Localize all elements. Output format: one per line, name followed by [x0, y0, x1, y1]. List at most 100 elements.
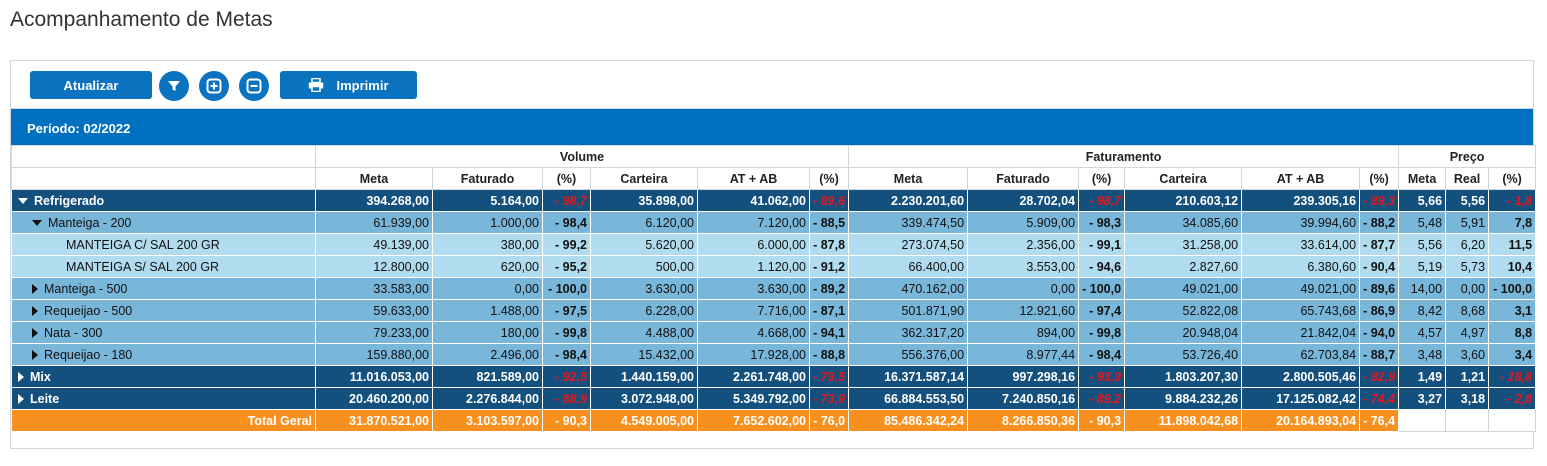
- row-label-cell[interactable]: Nata - 300: [11, 321, 316, 344]
- volume-cell: - 99,8: [542, 321, 591, 344]
- table-row[interactable]: Leite 20.460.200,00 2.276.844,00- 88,9 3.07…: [11, 387, 1537, 410]
- volume-cell: 49.139,00: [315, 233, 433, 256]
- faturamento-cell: 52.822,08: [1124, 299, 1243, 322]
- toolbar: Atualizar Imprimir: [11, 61, 1533, 109]
- expand-caret-icon[interactable]: [32, 306, 38, 317]
- volume-cell: 2.261.748,00: [697, 365, 810, 388]
- row-label: Leite: [30, 391, 60, 406]
- page-title: Acompanhamento de Metas: [10, 8, 273, 31]
- row-label-cell[interactable]: MANTEIGA C/ SAL 200 GR: [11, 233, 316, 256]
- preco-cell: 5,91: [1445, 211, 1490, 234]
- collapse-caret-icon[interactable]: [32, 220, 42, 227]
- col-volume-pct2[interactable]: (%): [808, 167, 850, 190]
- preco-cell: 0,00: [1445, 277, 1490, 300]
- col-preco-pct[interactable]: (%): [1488, 167, 1537, 190]
- row-label-cell[interactable]: Requeijao - 500: [11, 299, 316, 322]
- volume-cell: 1.120,00: [697, 255, 810, 278]
- period-label: Período: 02/2022: [27, 121, 131, 136]
- empty-header: [11, 167, 316, 190]
- row-label-cell[interactable]: Manteiga - 200: [11, 211, 316, 234]
- table-row[interactable]: Nata - 300 79.233,00 180,00- 99,8 4.488,00 4…: [11, 321, 1537, 344]
- table-row[interactable]: Mix 11.016.053,00 821.589,00- 92,5 1.440.15…: [11, 365, 1537, 388]
- faturamento-cell: - 100,0: [1078, 277, 1126, 300]
- col-volume-meta[interactable]: Meta: [315, 167, 433, 190]
- faturamento-cell: 273.074,50: [848, 233, 969, 256]
- table-row[interactable]: Requeijao - 180 159.880,00 2.496,00- 98,4 1…: [11, 343, 1537, 366]
- col-fat-atab[interactable]: AT + AB: [1241, 167, 1361, 190]
- volume-cell: 79.233,00: [315, 321, 433, 344]
- row-label-cell[interactable]: MANTEIGA S/ SAL 200 GR: [11, 255, 316, 278]
- col-preco-meta[interactable]: Meta: [1398, 167, 1447, 190]
- col-volume-carteira[interactable]: Carteira: [590, 167, 698, 190]
- imprimir-button[interactable]: Imprimir: [280, 71, 417, 99]
- faturamento-cell: 997.298,16: [967, 365, 1080, 388]
- expand-caret-icon[interactable]: [32, 350, 38, 361]
- faturamento-cell: - 88,7: [1359, 343, 1400, 366]
- table-row[interactable]: Manteiga - 500 33.583,00 0,00- 100,0 3.630,…: [11, 277, 1537, 300]
- preco-cell: 5,56: [1445, 189, 1490, 212]
- table-row[interactable]: Requeijao - 500 59.633,00 1.488,00- 97,5 6.…: [11, 299, 1537, 322]
- volume-cell: 7.716,00: [697, 299, 810, 322]
- volume-cell: - 88,9: [542, 387, 591, 410]
- expand-caret-icon[interactable]: [32, 328, 38, 339]
- total-label: Total Geral: [11, 409, 316, 432]
- total-faturamento-cell: - 90,3: [1078, 409, 1126, 432]
- row-label: Requeijao - 180: [44, 347, 133, 362]
- total-preco-empty-cell: [1445, 409, 1490, 432]
- faturamento-cell: 12.921,60: [967, 299, 1080, 322]
- faturamento-cell: 894,00: [967, 321, 1080, 344]
- faturamento-cell: 556.376,00: [848, 343, 969, 366]
- col-volume-faturado[interactable]: Faturado: [432, 167, 543, 190]
- row-label-cell[interactable]: Requeijao - 180: [11, 343, 316, 366]
- table-row[interactable]: Manteiga - 200 61.939,00 1.000,00- 98,4 6.1…: [11, 211, 1537, 234]
- row-label-cell[interactable]: Refrigerado: [11, 189, 316, 212]
- expand-caret-icon[interactable]: [18, 394, 24, 405]
- imprimir-label: Imprimir: [336, 77, 389, 93]
- faturamento-cell: 34.085,60: [1124, 211, 1243, 234]
- collapse-all-button[interactable]: [239, 71, 269, 101]
- col-fat-meta[interactable]: Meta: [848, 167, 969, 190]
- col-fat-pct[interactable]: (%): [1078, 167, 1126, 190]
- table-row[interactable]: MANTEIGA C/ SAL 200 GR 49.139,00 380,00- 9…: [11, 233, 1537, 256]
- col-fat-carteira[interactable]: Carteira: [1124, 167, 1243, 190]
- volume-cell: 159.880,00: [315, 343, 433, 366]
- col-fat-faturado[interactable]: Faturado: [967, 167, 1080, 190]
- volume-cell: 6.120,00: [590, 211, 698, 234]
- expand-caret-icon[interactable]: [32, 284, 38, 295]
- expand-all-button[interactable]: [199, 71, 229, 101]
- row-label: Manteiga - 200: [48, 215, 132, 230]
- col-volume-pct[interactable]: (%): [542, 167, 591, 190]
- faturamento-cell: 2.800.505,46: [1241, 365, 1361, 388]
- volume-cell: - 87,1: [808, 299, 850, 322]
- collapse-caret-icon[interactable]: [18, 198, 28, 205]
- col-volume-atab[interactable]: AT + AB: [697, 167, 810, 190]
- filter-button[interactable]: [159, 71, 189, 101]
- table-row[interactable]: Refrigerado 394.268,00 5.164,00- 98,7 35.89…: [11, 189, 1537, 212]
- row-label: Mix: [30, 369, 51, 384]
- volume-cell: - 98,4: [542, 211, 591, 234]
- preco-cell: 8,8: [1488, 321, 1537, 344]
- faturamento-cell: - 93,9: [1078, 365, 1126, 388]
- volume-cell: 3.630,00: [590, 277, 698, 300]
- faturamento-cell: 21.842,04: [1241, 321, 1361, 344]
- goals-panel: Atualizar Imprimir: [10, 60, 1537, 449]
- row-label-cell[interactable]: Leite: [11, 387, 316, 410]
- row-label-cell[interactable]: Manteiga - 500: [11, 277, 316, 300]
- row-label-cell[interactable]: Mix: [11, 365, 316, 388]
- expand-caret-icon[interactable]: [18, 372, 24, 383]
- total-volume-cell: 4.549.005,00: [590, 409, 698, 432]
- volume-cell: 1.000,00: [432, 211, 543, 234]
- col-preco-real[interactable]: Real: [1445, 167, 1490, 190]
- volume-cell: 821.589,00: [432, 365, 543, 388]
- faturamento-cell: 210.603,12: [1124, 189, 1243, 212]
- table-row[interactable]: MANTEIGA S/ SAL 200 GR 12.800,00 620,00- 9…: [11, 255, 1537, 278]
- preco-cell: 3,48: [1398, 343, 1447, 366]
- table-body: Refrigerado 394.268,00 5.164,00- 98,7 35.89…: [11, 189, 1537, 432]
- atualizar-button[interactable]: Atualizar: [30, 71, 152, 99]
- col-fat-pct2[interactable]: (%): [1359, 167, 1400, 190]
- faturamento-cell: 0,00: [967, 277, 1080, 300]
- preco-cell: 4,57: [1398, 321, 1447, 344]
- volume-cell: 3.072.948,00: [590, 387, 698, 410]
- preco-cell: 3,18: [1445, 387, 1490, 410]
- volume-cell: 17.928,00: [697, 343, 810, 366]
